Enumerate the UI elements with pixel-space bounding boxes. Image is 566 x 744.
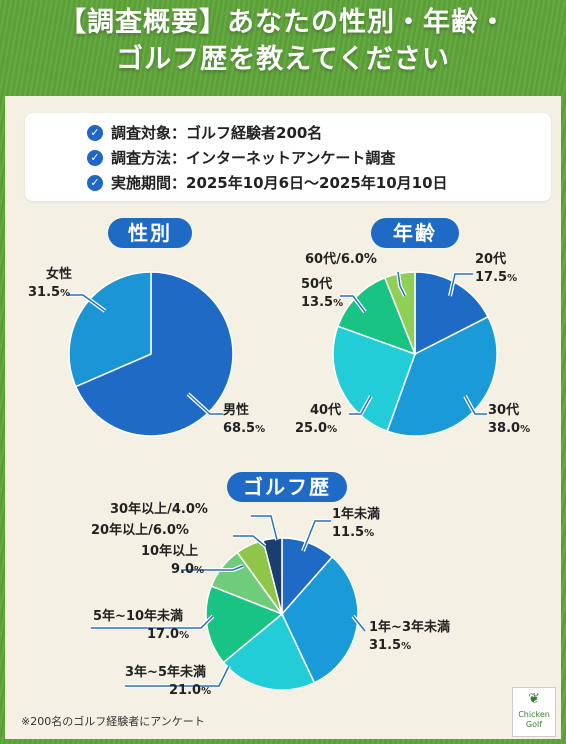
age-leader-line-3 [464,395,487,415]
age-50s-text: 50代 [301,277,333,292]
golf-label-5to10: 5年~10年未満 17.0% [93,608,189,645]
check-circle-icon: ✓ [87,124,103,141]
survey-target-row: ✓ 調査対象：ゴルフ経験者200名 [87,122,322,143]
golf-leader-line-2 [181,565,244,571]
check-circle-icon: ✓ [87,174,103,191]
golf-leader-line-4 [352,615,366,632]
golf-label-1to3: 1年~3年未満 31.5% [369,619,450,656]
gender-leader-line-1 [187,393,223,415]
logo-text-2: Golf [525,720,543,729]
golf-label-20plus: 20年以上/6.0% [91,523,189,538]
gender-pie-chart [68,271,498,691]
golf-label-30plus: 30年以上/4.0% [110,502,208,517]
golf-slice-1 [281,555,359,684]
golf-10plus-text: 10年以上 [141,544,199,559]
age-50s-value: 13.5% [301,295,344,310]
golf-10plus-value: 9.0% [171,562,205,577]
age-20s-value: 17.5% [475,270,518,285]
title-line-2: ゴルフ歴を教えてください [116,44,450,75]
gender-label-female: 女性 31.5% [28,266,72,303]
age-30s-text: 30代 [488,403,520,418]
chicken-golf-logo: ❦ Chicken Golf [512,687,556,737]
golf-leader-line-6 [125,665,230,687]
survey-target-text: 調査対象：ゴルフ経験者200名 [111,124,323,142]
survey-period-text: 実施期間：2025年10月6日～2025年10月10日 [111,174,448,192]
age-leader-line-4 [349,395,372,415]
age-label-20s: 20代 17.5% [475,251,517,288]
content-panel: ✓ 調査対象：ゴルフ経験者200名 ✓ 調査方法：インターネットアンケート調査 … [5,96,561,739]
survey-period-row: ✓ 実施期間：2025年10月6日～2025年10月10日 [87,172,448,193]
age-chart-title: 年齢 [371,218,459,248]
age-20s-text: 20代 [475,252,507,267]
golf-under1-text: 1年未満 [332,507,381,522]
gender-chart-title: 性別 [108,218,192,248]
golf-label-10plus: 10年以上 9.0% [141,543,204,580]
gender-slice-0 [74,271,234,437]
survey-method-row: ✓ 調査方法：インターネットアンケート調査 [87,147,395,168]
gender-label-male: 男性 68.5% [223,402,265,439]
golf-label-3to5: 3年~5年未満 21.0% [125,664,211,701]
age-label-40s: 40代 25.0% [295,402,341,439]
gender-leader-line-0 [68,294,106,312]
female-label-text: 女性 [46,267,73,282]
age-40s-value: 25.0% [295,421,338,436]
age-40s-text: 40代 [310,403,342,418]
age-slice-2 [332,325,416,433]
golf-slice-3 [205,585,284,664]
golf-leader-line-0 [251,515,278,541]
male-value: 68.5% [223,421,266,436]
golf-leader-line-3 [302,520,331,552]
age-leader-line-2 [340,295,366,313]
logo-text-1: Chicken [518,710,550,719]
golf-leader-line-1 [233,535,266,547]
golf-leader-line-5 [91,615,214,629]
golf-5to10-value: 17.0% [147,627,190,642]
age-label-60s: 60代/6.0% [305,251,377,269]
age-label-50s: 50代 13.5% [301,276,343,313]
golf-1to3-value: 31.5% [369,638,412,653]
golf-history-chart-title: ゴルフ歴 [227,472,347,502]
golf-3to5-value: 21.0% [169,683,212,698]
age-30s-value: 38.0% [488,421,531,436]
golf-1to3-text: 1年~3年未満 [369,620,450,635]
age-label-30s: 30代 38.0% [488,402,530,439]
age-slice-0 [414,271,490,356]
survey-method-text: 調査方法：インターネットアンケート調査 [111,149,396,167]
golf-under1-value: 11.5% [332,525,375,540]
leaf-icon: ❦ [528,691,540,707]
age-leader-line-1 [449,273,473,297]
age-leader-line-0 [397,271,406,297]
golf-slice-6 [262,537,283,615]
golf-3to5-text: 3年~5年未満 [125,665,206,680]
page-title: 【調査概要】あなたの性別・年齢・ ゴルフ歴を教えてください [0,4,566,78]
male-label-text: 男性 [223,403,250,418]
golf-5to10-text: 5年~10年未満 [93,609,184,624]
footnote: ※200名のゴルフ経験者にアンケート [21,715,205,728]
check-circle-icon: ✓ [87,149,103,166]
age-60s-text: 60代/6.0% [305,252,377,267]
female-value: 31.5% [28,285,71,300]
golf-label-under1: 1年未満 11.5% [332,506,380,543]
survey-summary-box: ✓ 調査対象：ゴルフ経験者200名 ✓ 調査方法：インターネットアンケート調査 … [25,113,551,201]
title-line-1: 【調査概要】あなたの性別・年齢・ [59,7,507,38]
